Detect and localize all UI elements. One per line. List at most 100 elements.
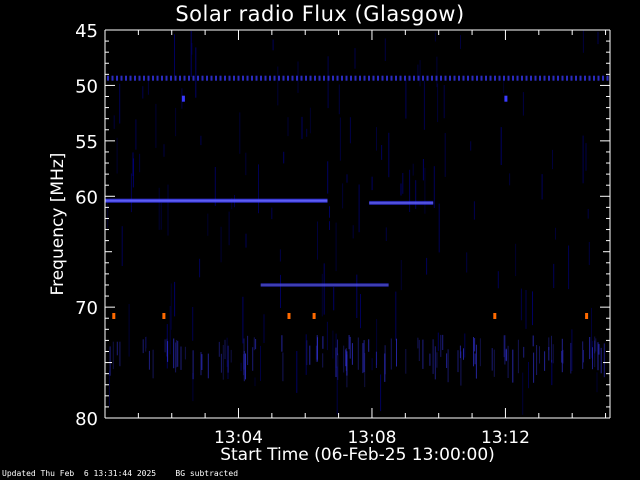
noise-streak bbox=[598, 344, 600, 355]
noise-streak bbox=[376, 127, 377, 151]
noise-streak bbox=[591, 307, 592, 358]
noise-streak bbox=[227, 345, 229, 373]
noise-streak bbox=[164, 339, 166, 353]
noise-streak bbox=[158, 187, 160, 230]
band-segment bbox=[336, 75, 339, 81]
noise-streak bbox=[381, 145, 383, 160]
noise-streak bbox=[337, 339, 338, 356]
x-tick-label: 13:08 bbox=[347, 428, 396, 448]
noise-streak bbox=[409, 169, 411, 212]
band-segment bbox=[260, 283, 389, 287]
noise-streak bbox=[145, 336, 147, 349]
band-segment bbox=[404, 75, 406, 81]
noise-streak bbox=[415, 180, 417, 209]
x-axis-label: Start Time (06-Feb-25 13:00:00) bbox=[220, 445, 495, 465]
noise-streak bbox=[497, 271, 499, 289]
chart-title: Solar radio Flux (Glasgow) bbox=[175, 2, 465, 26]
band-segment bbox=[260, 75, 262, 81]
noise-streak bbox=[438, 203, 440, 253]
band-segment bbox=[359, 75, 361, 81]
y-tick-label: 70 bbox=[75, 298, 98, 319]
band-segment bbox=[444, 75, 447, 81]
noise-streak bbox=[132, 152, 134, 176]
noise-streak bbox=[174, 34, 175, 76]
noise-streak bbox=[417, 64, 419, 77]
noise-streak bbox=[243, 338, 245, 370]
noise-streak bbox=[323, 263, 325, 315]
band-core bbox=[369, 201, 434, 204]
band-segment bbox=[152, 75, 154, 81]
noise-streak bbox=[191, 43, 193, 55]
band-segment bbox=[219, 75, 222, 81]
noise-streak bbox=[440, 334, 442, 357]
noise-streak bbox=[272, 39, 274, 51]
band-segment bbox=[107, 75, 109, 81]
noise-streak bbox=[119, 341, 121, 367]
noise-streak bbox=[429, 353, 431, 366]
noise-streak bbox=[405, 349, 407, 374]
band-segment bbox=[417, 75, 420, 81]
band-segment bbox=[498, 75, 501, 81]
noise-streak bbox=[316, 335, 318, 360]
noise-streak bbox=[417, 337, 419, 349]
band-segment bbox=[584, 75, 586, 81]
noise-streak bbox=[145, 337, 147, 352]
noise-streak bbox=[252, 347, 254, 371]
noise-streak bbox=[505, 349, 507, 361]
band-segment bbox=[120, 75, 123, 81]
band-segment bbox=[341, 75, 343, 81]
noise-streak bbox=[475, 344, 477, 379]
noise-streak bbox=[520, 288, 522, 321]
noise-streak bbox=[148, 350, 150, 370]
noise-streak bbox=[239, 112, 241, 154]
band-segment bbox=[125, 75, 127, 81]
noise-streak bbox=[337, 353, 339, 380]
band-segment bbox=[305, 75, 307, 81]
noise-streak bbox=[279, 249, 281, 262]
noise-streak bbox=[570, 342, 572, 374]
noise-streak bbox=[551, 359, 553, 386]
noise-streak bbox=[582, 30, 584, 53]
noise-streak bbox=[258, 164, 259, 214]
footer-status: Updated Thu Feb 6 13:31:44 2025 BG subtr… bbox=[2, 469, 238, 478]
band-segment bbox=[116, 75, 118, 81]
noise-streak bbox=[504, 335, 506, 365]
noise-streak bbox=[351, 343, 353, 365]
noise-streak bbox=[426, 257, 428, 275]
noise-streak bbox=[192, 307, 194, 341]
band-segment bbox=[345, 75, 348, 81]
noise-streak bbox=[170, 283, 172, 330]
noise-streak bbox=[230, 349, 232, 363]
noise-streak bbox=[597, 342, 599, 371]
noise-streak bbox=[582, 135, 584, 184]
band-segment bbox=[570, 75, 573, 81]
band-segment bbox=[368, 75, 370, 81]
noise-streak bbox=[277, 66, 279, 106]
band-segment bbox=[440, 75, 442, 81]
noise-streak bbox=[346, 174, 348, 183]
noise-streak bbox=[551, 335, 552, 363]
noise-streak bbox=[349, 117, 351, 144]
band-segment bbox=[449, 75, 451, 81]
band-segment bbox=[561, 75, 564, 81]
noise-streak bbox=[464, 333, 466, 358]
band-segment bbox=[534, 75, 537, 81]
noise-streak bbox=[390, 338, 392, 370]
noise-streak bbox=[400, 183, 402, 196]
noise-streak bbox=[280, 274, 281, 308]
noise-streak bbox=[360, 294, 361, 329]
band-segment bbox=[354, 75, 357, 81]
band-segment bbox=[228, 75, 231, 81]
noise-streak bbox=[346, 351, 348, 376]
noise-streak bbox=[173, 338, 175, 369]
noise-streak bbox=[479, 338, 481, 367]
burst-spot bbox=[287, 313, 291, 319]
noise-streak bbox=[437, 332, 439, 351]
noise-streak bbox=[388, 132, 390, 178]
noise-streak bbox=[195, 47, 197, 98]
noise-streak bbox=[473, 201, 475, 220]
burst-spot bbox=[493, 313, 497, 319]
noise-streak bbox=[568, 245, 570, 290]
band-segment bbox=[453, 75, 456, 81]
band-segment bbox=[489, 75, 492, 81]
